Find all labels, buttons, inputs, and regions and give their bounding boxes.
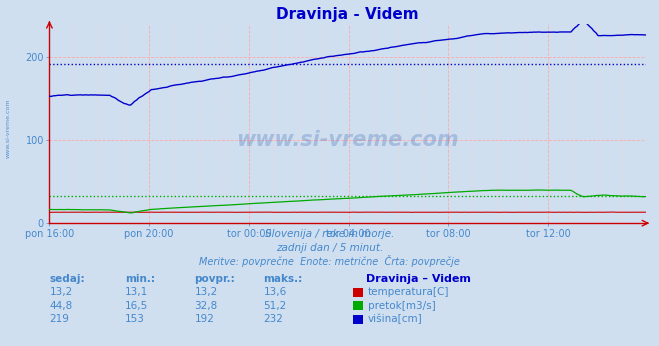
- Text: 32,8: 32,8: [194, 301, 217, 311]
- Text: 232: 232: [264, 315, 283, 325]
- Text: 44,8: 44,8: [49, 301, 72, 311]
- Text: Slovenija / reke in morje.: Slovenija / reke in morje.: [265, 229, 394, 239]
- Text: sedaj:: sedaj:: [49, 274, 85, 284]
- Text: www.si-vreme.com: www.si-vreme.com: [237, 130, 459, 149]
- Text: Dravinja – Videm: Dravinja – Videm: [366, 274, 471, 284]
- Title: Dravinja - Videm: Dravinja - Videm: [276, 7, 419, 22]
- Text: zadnji dan / 5 minut.: zadnji dan / 5 minut.: [276, 243, 383, 253]
- Text: 153: 153: [125, 315, 145, 325]
- Text: min.:: min.:: [125, 274, 156, 284]
- Text: 192: 192: [194, 315, 214, 325]
- Text: 13,1: 13,1: [125, 287, 148, 297]
- Text: www.si-vreme.com: www.si-vreme.com: [5, 98, 11, 158]
- Text: 51,2: 51,2: [264, 301, 287, 311]
- Text: maks.:: maks.:: [264, 274, 303, 284]
- Text: povpr.:: povpr.:: [194, 274, 235, 284]
- Text: temperatura[C]: temperatura[C]: [368, 287, 449, 297]
- Text: 13,6: 13,6: [264, 287, 287, 297]
- Text: 16,5: 16,5: [125, 301, 148, 311]
- Text: 13,2: 13,2: [49, 287, 72, 297]
- Text: Meritve: povprečne  Enote: metrične  Črta: povprečje: Meritve: povprečne Enote: metrične Črta:…: [199, 255, 460, 267]
- Text: višina[cm]: višina[cm]: [368, 314, 422, 325]
- Text: 219: 219: [49, 315, 69, 325]
- Text: 13,2: 13,2: [194, 287, 217, 297]
- Text: pretok[m3/s]: pretok[m3/s]: [368, 301, 436, 311]
